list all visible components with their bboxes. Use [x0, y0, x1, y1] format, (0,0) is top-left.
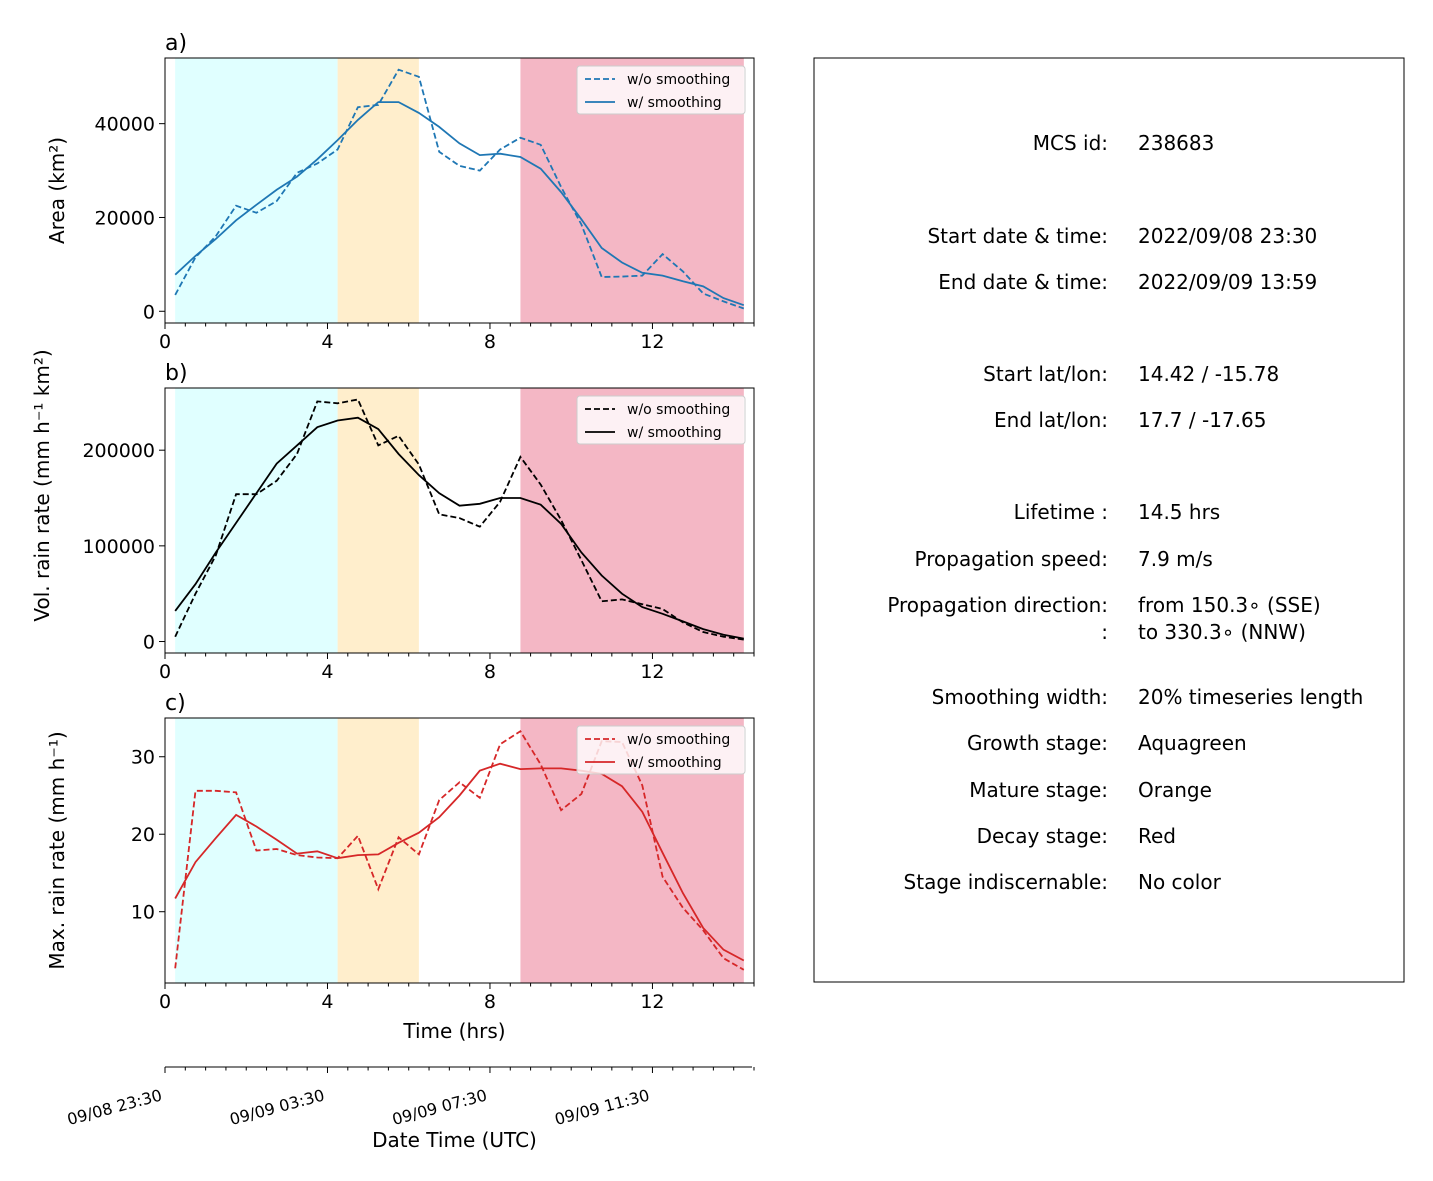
info-label: MCS id: [1033, 131, 1108, 155]
plot-frame [164, 57, 755, 324]
info-value: 238683 [1138, 131, 1214, 155]
legend-label: w/o smoothing [627, 402, 730, 418]
x-tick-label: 4 [321, 331, 333, 353]
panel-label: c) [165, 691, 186, 716]
area-panel: 0 4 8 12 0 20000 40000 a) Area (km²) w/o smoothin… [45, 31, 755, 353]
info-label: : [1101, 620, 1108, 644]
x-tick-label: 4 [321, 991, 333, 1013]
info-label: End lat/lon: [994, 408, 1108, 432]
legend-box [576, 395, 746, 445]
x-tick-label: 12 [640, 661, 664, 683]
info-value: 20% timeseries length [1138, 685, 1363, 709]
series-line-smoothed [174, 416, 744, 640]
y-tick-label: 200000 [82, 440, 155, 462]
y-tick-label: 40000 [95, 114, 155, 136]
stage-band-growth [175, 388, 338, 653]
datetime-tick-label: 09/08 23:30 [65, 1086, 164, 1130]
legend: w/o smoothing w/ smoothing [576, 65, 746, 115]
info-value: from 150.3∘ (SSE) [1138, 593, 1321, 617]
x-tick-label: 0 [159, 331, 171, 353]
info-value: No color [1138, 870, 1222, 894]
info-box: MCS id: 238683 Start date & time: 2022/09/0… [813, 57, 1405, 983]
legend: w/o smoothing w/ smoothing [576, 395, 746, 445]
y-tick-label: 100000 [82, 536, 155, 558]
info-value: Aquagreen [1138, 731, 1247, 755]
series-line-smoothed [174, 762, 745, 962]
legend-label: w/o smoothing [627, 72, 730, 88]
legend-label: w/ smoothing [627, 425, 722, 441]
legend-label: w/ smoothing [627, 95, 722, 111]
info-value: 14.5 hrs [1138, 500, 1220, 524]
y-tick-label: 10 [131, 902, 155, 924]
panel-label: a) [165, 31, 187, 56]
series-line-smoothed [174, 101, 745, 307]
y-axis-label: Max. rain rate (mm h⁻¹) [45, 731, 69, 969]
info-value: to 330.3∘ (NNW) [1138, 620, 1306, 644]
info-label: Propagation direction: [887, 593, 1108, 617]
legend-box [576, 725, 746, 775]
series-line-raw [174, 729, 745, 971]
x-axis-label: Time (hrs) [402, 1019, 505, 1043]
info-label: Propagation speed: [915, 547, 1108, 571]
datetime-tick-label: 09/09 11:30 [553, 1086, 652, 1130]
info-frame [813, 57, 1405, 983]
info-value: 14.42 / -15.78 [1138, 362, 1279, 386]
x-tick-label: 0 [159, 991, 171, 1013]
y-tick-label: 30 [131, 747, 155, 769]
info-label: Growth stage: [967, 731, 1108, 755]
y-tick-label: 20 [131, 824, 155, 846]
plot-frame [164, 717, 755, 984]
y-axis-label: Area (km²) [45, 137, 69, 244]
x-tick-label: 8 [484, 991, 496, 1013]
x-tick-label: 12 [640, 331, 664, 353]
series-line-raw [174, 398, 744, 641]
info-value: 2022/09/09 13:59 [1138, 270, 1317, 294]
info-value: Red [1138, 824, 1176, 848]
y-axis-label: Vol. rain rate (mm h⁻¹ km²) [30, 349, 54, 621]
info-value: 17.7 / -17.65 [1138, 408, 1266, 432]
y-tick-label: 0 [143, 301, 155, 323]
info-label: Decay stage: [977, 824, 1108, 848]
legend-box [576, 65, 746, 115]
stage-band-mature [337, 58, 419, 323]
info-label: End date & time: [938, 270, 1108, 294]
x-tick-label: 4 [321, 661, 333, 683]
stage-band-mature [337, 718, 419, 983]
info-label: Lifetime : [1014, 500, 1108, 524]
info-label: Smoothing width: [932, 685, 1108, 709]
y-tick-label: 0 [143, 632, 155, 654]
panel-label: b) [165, 361, 188, 386]
datetime-tick-label: 09/09 03:30 [228, 1086, 327, 1130]
legend: w/o smoothing w/ smoothing [576, 725, 746, 775]
max-rain-panel: 0 4 8 12 10 20 30 c) Max. rain rate (mm h⁻¹) Time… [45, 691, 755, 1043]
series-line-raw [174, 68, 745, 310]
plot-frame [164, 387, 755, 654]
legend-label: w/ smoothing [627, 755, 722, 771]
y-tick-label: 20000 [95, 207, 155, 229]
datetime-axis-label: Date Time (UTC) [372, 1128, 537, 1152]
x-tick-label: 8 [484, 661, 496, 683]
info-label: Mature stage: [969, 778, 1108, 802]
x-tick-label: 0 [159, 661, 171, 683]
info-value: 7.9 m/s [1138, 547, 1213, 571]
stage-band-mature [337, 388, 419, 653]
info-label: Stage indiscernable: [904, 870, 1108, 894]
stage-band-growth [175, 58, 338, 323]
info-label: Start lat/lon: [983, 362, 1108, 386]
datetime-tick-label: 09/09 07:30 [390, 1086, 489, 1130]
info-label: Start date & time: [927, 224, 1108, 248]
vol-rain-panel: 0 4 8 12 0 100000 200000 b) Vol. rain rate (mm h… [30, 349, 755, 683]
legend-label: w/o smoothing [627, 732, 730, 748]
x-tick-label: 8 [484, 331, 496, 353]
info-value: 2022/09/08 23:30 [1138, 224, 1317, 248]
x-tick-label: 12 [640, 991, 664, 1013]
info-value: Orange [1138, 778, 1212, 802]
datetime-axis: 09/08 23:30 09/09 03:30 09/09 07:30 09/09 1… [65, 1066, 755, 1152]
